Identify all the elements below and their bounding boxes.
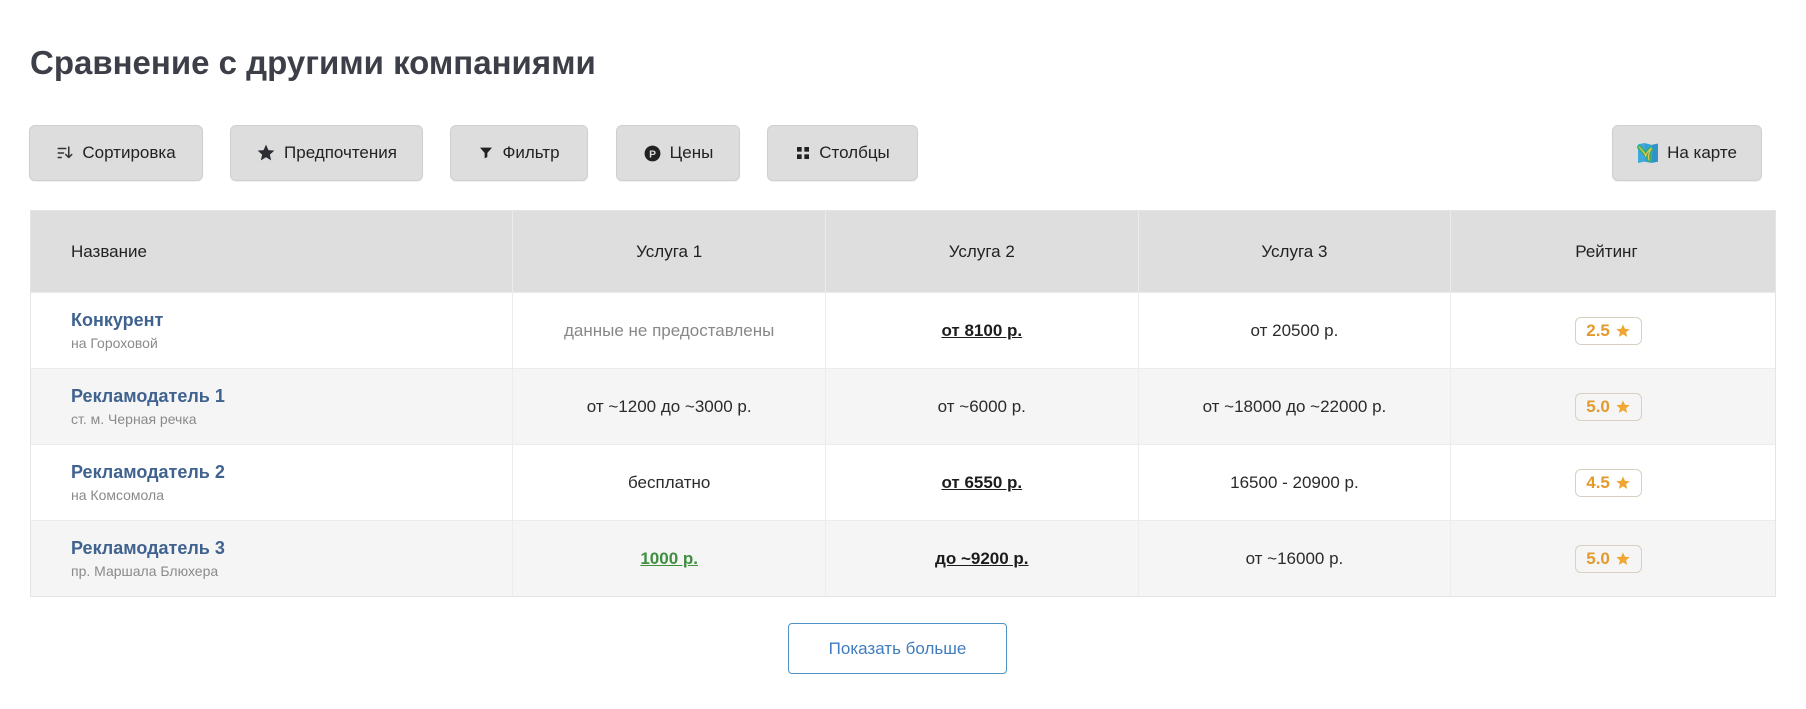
svg-text:P: P bbox=[649, 149, 656, 160]
